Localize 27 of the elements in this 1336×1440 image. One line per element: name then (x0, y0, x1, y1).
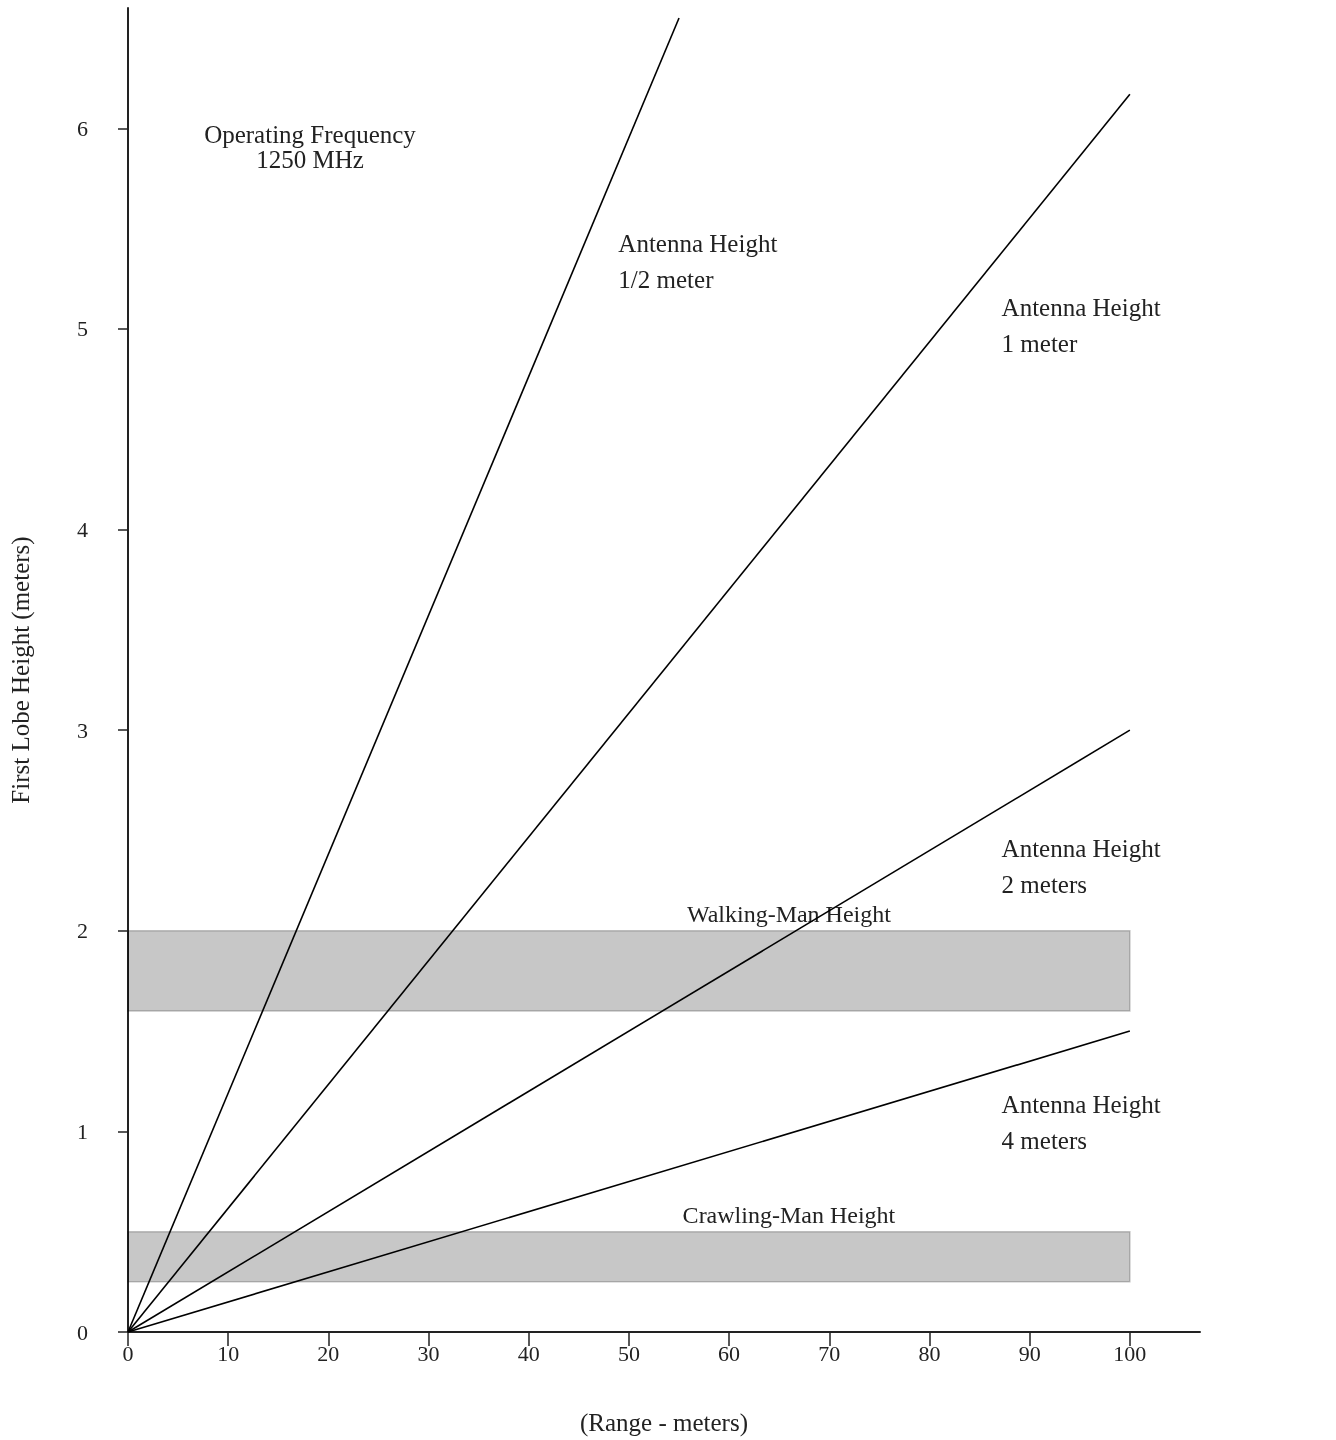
y-tick-label: 3 (77, 717, 88, 743)
annotation: Operating Frequency 1250 MHz (204, 121, 417, 173)
y-tick-label: 5 (77, 316, 88, 342)
x-axis-title: (Range - meters) (580, 1409, 748, 1437)
y-axis-title: First Lobe Height (meters) (7, 536, 35, 804)
x-tick-label: 50 (617, 1340, 640, 1366)
x-tick-label: 90 (1018, 1340, 1041, 1366)
y-tick-label: 1 (77, 1118, 88, 1144)
band-label: Walking-Man Height (686, 901, 892, 928)
y-tick-label: 4 (77, 517, 88, 543)
x-tick-label: 20 (317, 1340, 340, 1366)
series-label: Antenna Height 4 meters (1001, 1090, 1161, 1154)
series-label: Antenna Height 1 meter (1001, 294, 1161, 358)
x-tick-label: 100 (1113, 1340, 1147, 1366)
x-tick-label: 60 (718, 1340, 741, 1366)
y-tick-label: 0 (77, 1319, 88, 1345)
series-label: Antenna Height 1/2 meter (618, 229, 778, 293)
x-tick-label: 80 (918, 1340, 941, 1366)
y-tick-label: 2 (77, 918, 88, 944)
x-tick-label: 0 (122, 1340, 134, 1366)
x-tick-label: 40 (517, 1340, 540, 1366)
x-tick-label: 10 (217, 1340, 240, 1366)
series-label: Antenna Height 2 meters (1001, 834, 1161, 898)
y-tick-label: 6 (77, 115, 88, 141)
band-label: Crawling-Man Height (682, 1201, 896, 1228)
x-tick-label: 70 (818, 1340, 841, 1366)
x-tick-label: 30 (417, 1340, 440, 1366)
